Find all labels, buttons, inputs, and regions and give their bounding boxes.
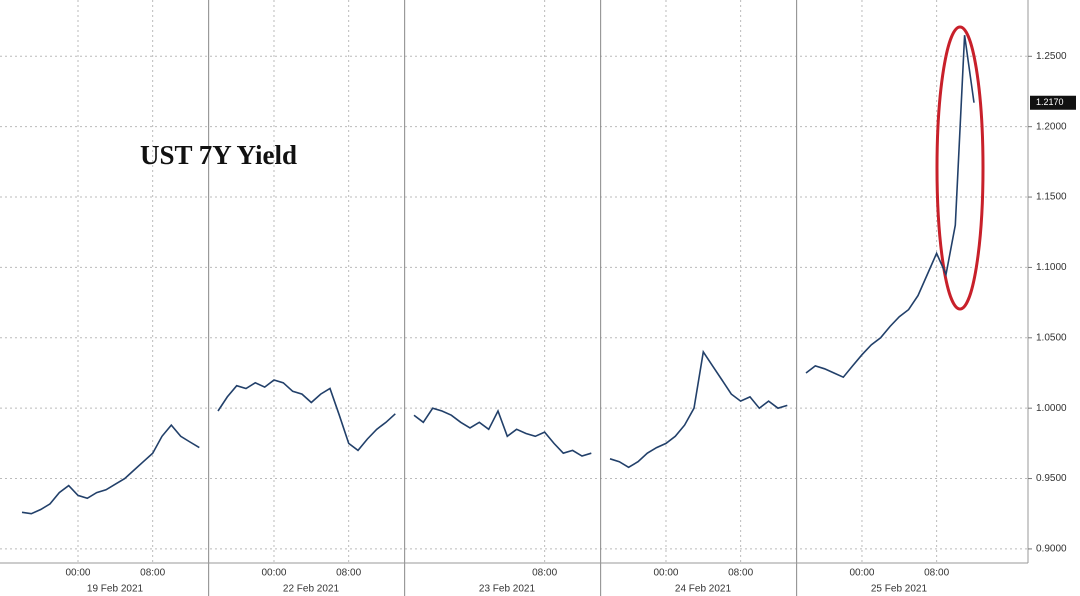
date-label: 22 Feb 2021: [283, 584, 340, 595]
highlight-ellipse: [935, 25, 985, 311]
y-tick-label: 1.2500: [1036, 51, 1067, 62]
x-tick-label: 08:00: [728, 568, 753, 579]
date-label: 24 Feb 2021: [675, 584, 732, 595]
y-tick-label: 1.0500: [1036, 332, 1067, 343]
y-tick-label: 1.1000: [1036, 262, 1067, 273]
y-tick-label: 1.0000: [1036, 403, 1067, 414]
y-tick-label: 0.9500: [1036, 473, 1067, 484]
chart-title: UST 7Y Yield: [140, 140, 297, 170]
date-label: 25 Feb 2021: [871, 584, 928, 595]
last-value-label: 1.2170: [1036, 97, 1064, 107]
date-label: 23 Feb 2021: [479, 584, 536, 595]
series-line: [21, 35, 975, 515]
y-tick-label: 1.1500: [1036, 192, 1067, 203]
x-tick-label: 08:00: [140, 568, 165, 579]
x-tick-label: 08:00: [924, 568, 949, 579]
y-tick-label: 0.9000: [1036, 544, 1067, 555]
grid: [0, 0, 1028, 596]
last-value-box: [1030, 95, 1076, 110]
x-tick-label: 00:00: [849, 568, 874, 579]
y-tick-label: 1.2000: [1036, 121, 1067, 132]
x-tick-label: 00:00: [653, 568, 678, 579]
x-tick-label: 08:00: [336, 568, 361, 579]
x-tick-label: 00:00: [65, 568, 90, 579]
x-tick-label: 00:00: [261, 568, 286, 579]
date-label: 19 Feb 2021: [87, 584, 144, 595]
x-tick-label: 08:00: [532, 568, 557, 579]
plot-area: [0, 0, 1028, 563]
